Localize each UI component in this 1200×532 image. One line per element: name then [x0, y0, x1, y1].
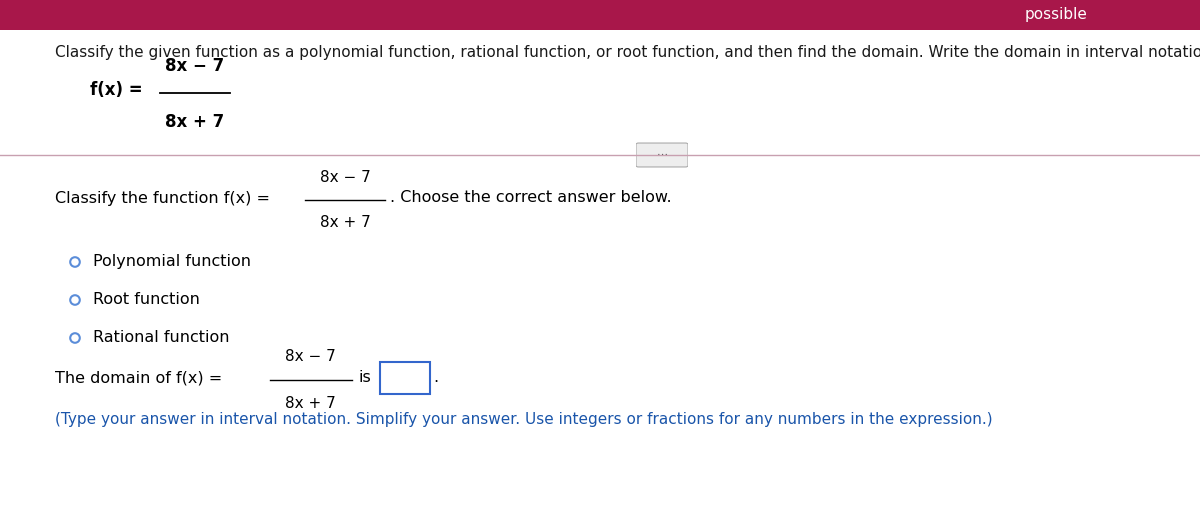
Text: Polynomial function: Polynomial function — [94, 254, 251, 270]
Text: 8x + 7: 8x + 7 — [284, 396, 335, 411]
Text: 8x − 7: 8x − 7 — [284, 349, 335, 364]
Text: 8x + 7: 8x + 7 — [319, 215, 371, 230]
Text: . Choose the correct answer below.: . Choose the correct answer below. — [390, 190, 672, 205]
Text: 8x − 7: 8x − 7 — [166, 57, 224, 75]
Text: possible: possible — [1025, 7, 1087, 22]
Text: Classify the given function as a polynomial function, rational function, or root: Classify the given function as a polynom… — [55, 45, 1200, 60]
Text: Root function: Root function — [94, 293, 200, 307]
Text: ⋯: ⋯ — [656, 150, 667, 160]
Text: 8x + 7: 8x + 7 — [166, 113, 224, 131]
Text: 8x − 7: 8x − 7 — [319, 170, 371, 185]
Text: The domain of f(x) =: The domain of f(x) = — [55, 370, 222, 386]
FancyBboxPatch shape — [636, 143, 688, 167]
Text: (Type your answer in interval notation. Simplify your answer. Use integers or fr: (Type your answer in interval notation. … — [55, 412, 992, 427]
Text: Classify the function f(x) =: Classify the function f(x) = — [55, 190, 270, 205]
Text: .: . — [433, 370, 438, 386]
Text: is: is — [358, 370, 371, 386]
Text: f(x) =: f(x) = — [90, 81, 143, 99]
Text: Rational function: Rational function — [94, 330, 229, 345]
